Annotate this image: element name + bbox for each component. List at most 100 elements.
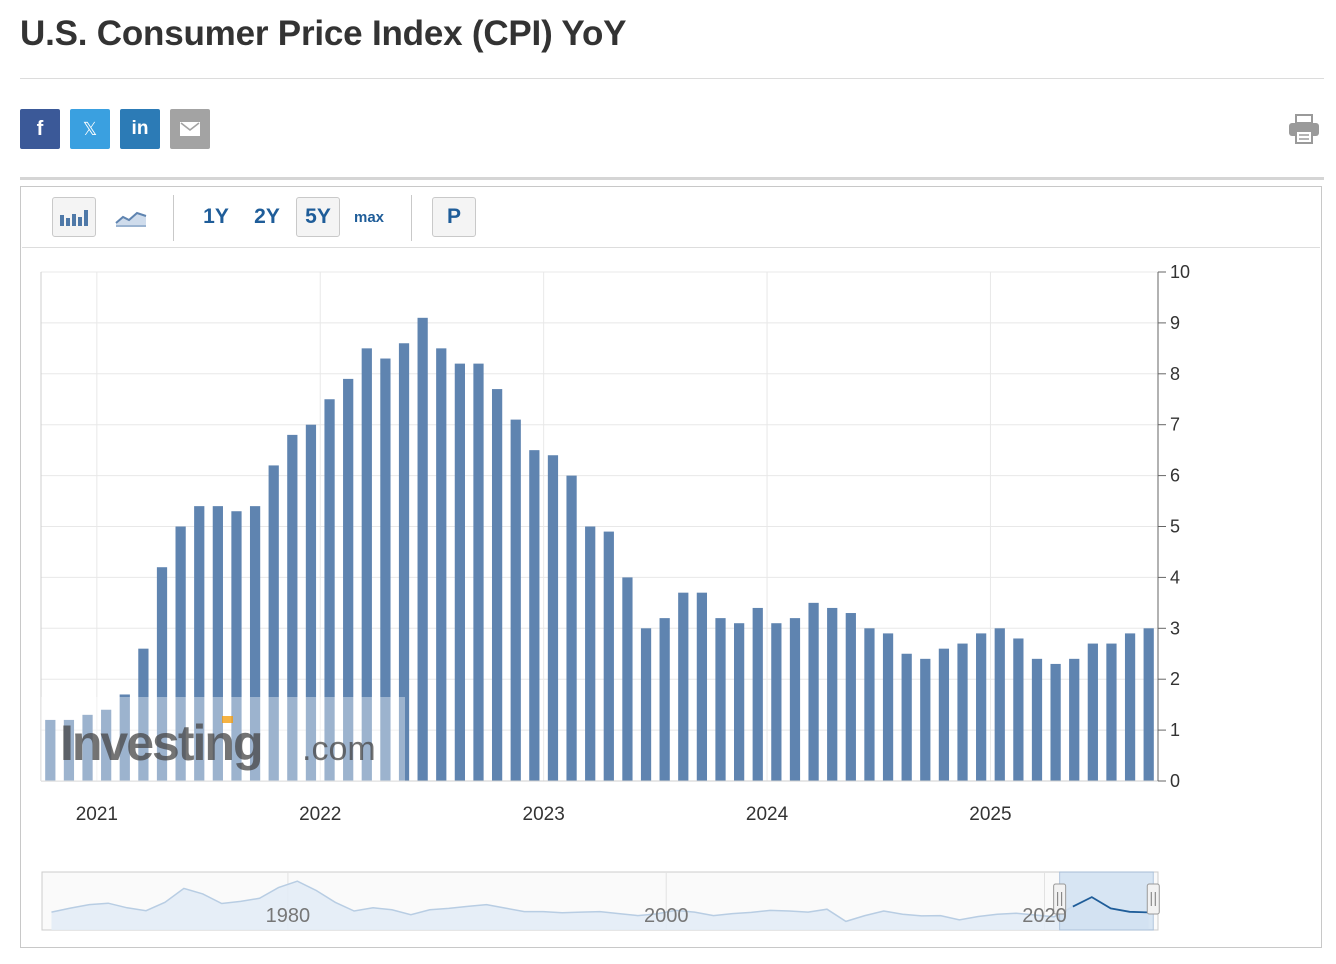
handle-body [1053, 883, 1067, 915]
share-email-button[interactable] [170, 109, 210, 149]
bar [827, 607, 838, 781]
bar [212, 506, 223, 781]
bar [938, 648, 950, 781]
bar [454, 363, 465, 781]
bar [808, 602, 819, 781]
bar [994, 628, 1005, 781]
bar [101, 709, 112, 781]
bar [659, 618, 670, 781]
navigator: 1980 2000 2020 [41, 871, 1160, 931]
investing-watermark: Investing .com [41, 697, 405, 781]
bar [901, 653, 912, 781]
bar [417, 317, 428, 781]
bar [287, 434, 298, 781]
twitter-icon: 𝕏 [82, 118, 98, 139]
bar [361, 348, 372, 781]
navigator-year-label: 2020 [1022, 905, 1067, 927]
navigator-selection [1059, 871, 1154, 931]
range-5y-label: 5Y [305, 205, 331, 228]
toolbar-separator [173, 195, 174, 241]
x-tick-label: 2025 [969, 804, 1011, 825]
navigator-left-handle[interactable] [1053, 883, 1067, 915]
bar [324, 399, 335, 781]
bar [175, 526, 186, 781]
facebook-icon: f [36, 117, 44, 140]
y-tick-label: 1 [1170, 720, 1180, 740]
section-divider [20, 177, 1324, 180]
range-max-label: max [353, 208, 385, 226]
range-2y-label: 2Y [254, 205, 280, 228]
bar [715, 618, 726, 781]
area-chart-icon [115, 211, 147, 227]
navigator-selected-line [1072, 896, 1149, 914]
watermark-brand: Investing [60, 715, 261, 771]
x-tick-label: 2021 [76, 804, 118, 825]
range-2y-button[interactable]: 2Y [245, 197, 289, 237]
navigator-line [51, 880, 1149, 923]
share-facebook-button[interactable]: f [20, 109, 60, 149]
bar [398, 343, 410, 781]
bar [976, 633, 987, 781]
bar [1106, 643, 1117, 781]
toolbar-separator [411, 195, 412, 241]
handle-body [1146, 883, 1160, 915]
y-tick-label: 9 [1170, 313, 1180, 333]
print-icon[interactable] [1288, 114, 1320, 144]
bar-chart-button[interactable] [52, 197, 96, 237]
range-1y-button[interactable]: 1Y [194, 197, 238, 237]
y-tick-label: 3 [1170, 618, 1180, 638]
y-tick-label: 10 [1170, 262, 1190, 282]
y-axis-ticks: 0 1 2 3 4 5 6 7 8 9 10 [1158, 262, 1190, 791]
bar [156, 567, 168, 781]
bar [529, 450, 540, 781]
area-chart-button[interactable] [109, 197, 153, 237]
bar [138, 648, 149, 781]
bar [119, 694, 130, 781]
watermark-accent [222, 716, 233, 723]
y-tick-label: 0 [1170, 771, 1180, 791]
page-title: U.S. Consumer Price Index (CPI) YoY [20, 14, 627, 53]
range-5y-button[interactable]: 5Y [296, 197, 340, 237]
bar [1143, 628, 1154, 781]
linkedin-icon: in [131, 118, 149, 139]
y-tick-label: 4 [1170, 567, 1180, 587]
bar [231, 511, 242, 781]
range-1y-label: 1Y [203, 205, 229, 228]
title-divider [20, 78, 1324, 79]
bar [268, 465, 279, 781]
bar [305, 424, 317, 781]
bar [771, 623, 782, 781]
bar [640, 628, 652, 781]
bar [864, 628, 875, 781]
watermark-backdrop [41, 697, 405, 781]
bar [752, 607, 763, 781]
navigator-right-handle[interactable] [1146, 883, 1160, 915]
watermark-suffix: .com [302, 730, 376, 768]
bar [1013, 638, 1024, 781]
bar [957, 643, 968, 781]
bar [436, 348, 447, 781]
bar [249, 506, 261, 781]
x-tick-label: 2023 [523, 804, 565, 825]
email-icon [180, 122, 200, 136]
navigator-year-label: 2000 [644, 905, 689, 927]
share-linkedin-button[interactable]: in [120, 109, 160, 149]
y-tick-label: 7 [1170, 415, 1180, 435]
share-twitter-button[interactable]: 𝕏 [70, 109, 110, 149]
bar [845, 613, 856, 781]
y-tick-label: 2 [1170, 669, 1180, 689]
bar [45, 719, 56, 781]
y-tick-label: 8 [1170, 364, 1180, 384]
bar [343, 378, 354, 781]
chart-bars [45, 317, 1154, 781]
range-max-button[interactable]: max [347, 197, 391, 237]
p-button[interactable]: P [432, 197, 476, 237]
bar [603, 531, 614, 781]
bar [1124, 633, 1136, 781]
bar [380, 358, 391, 781]
bar [678, 592, 689, 781]
toolbar-divider [22, 247, 1320, 248]
bar [920, 658, 931, 781]
bar [789, 618, 801, 781]
